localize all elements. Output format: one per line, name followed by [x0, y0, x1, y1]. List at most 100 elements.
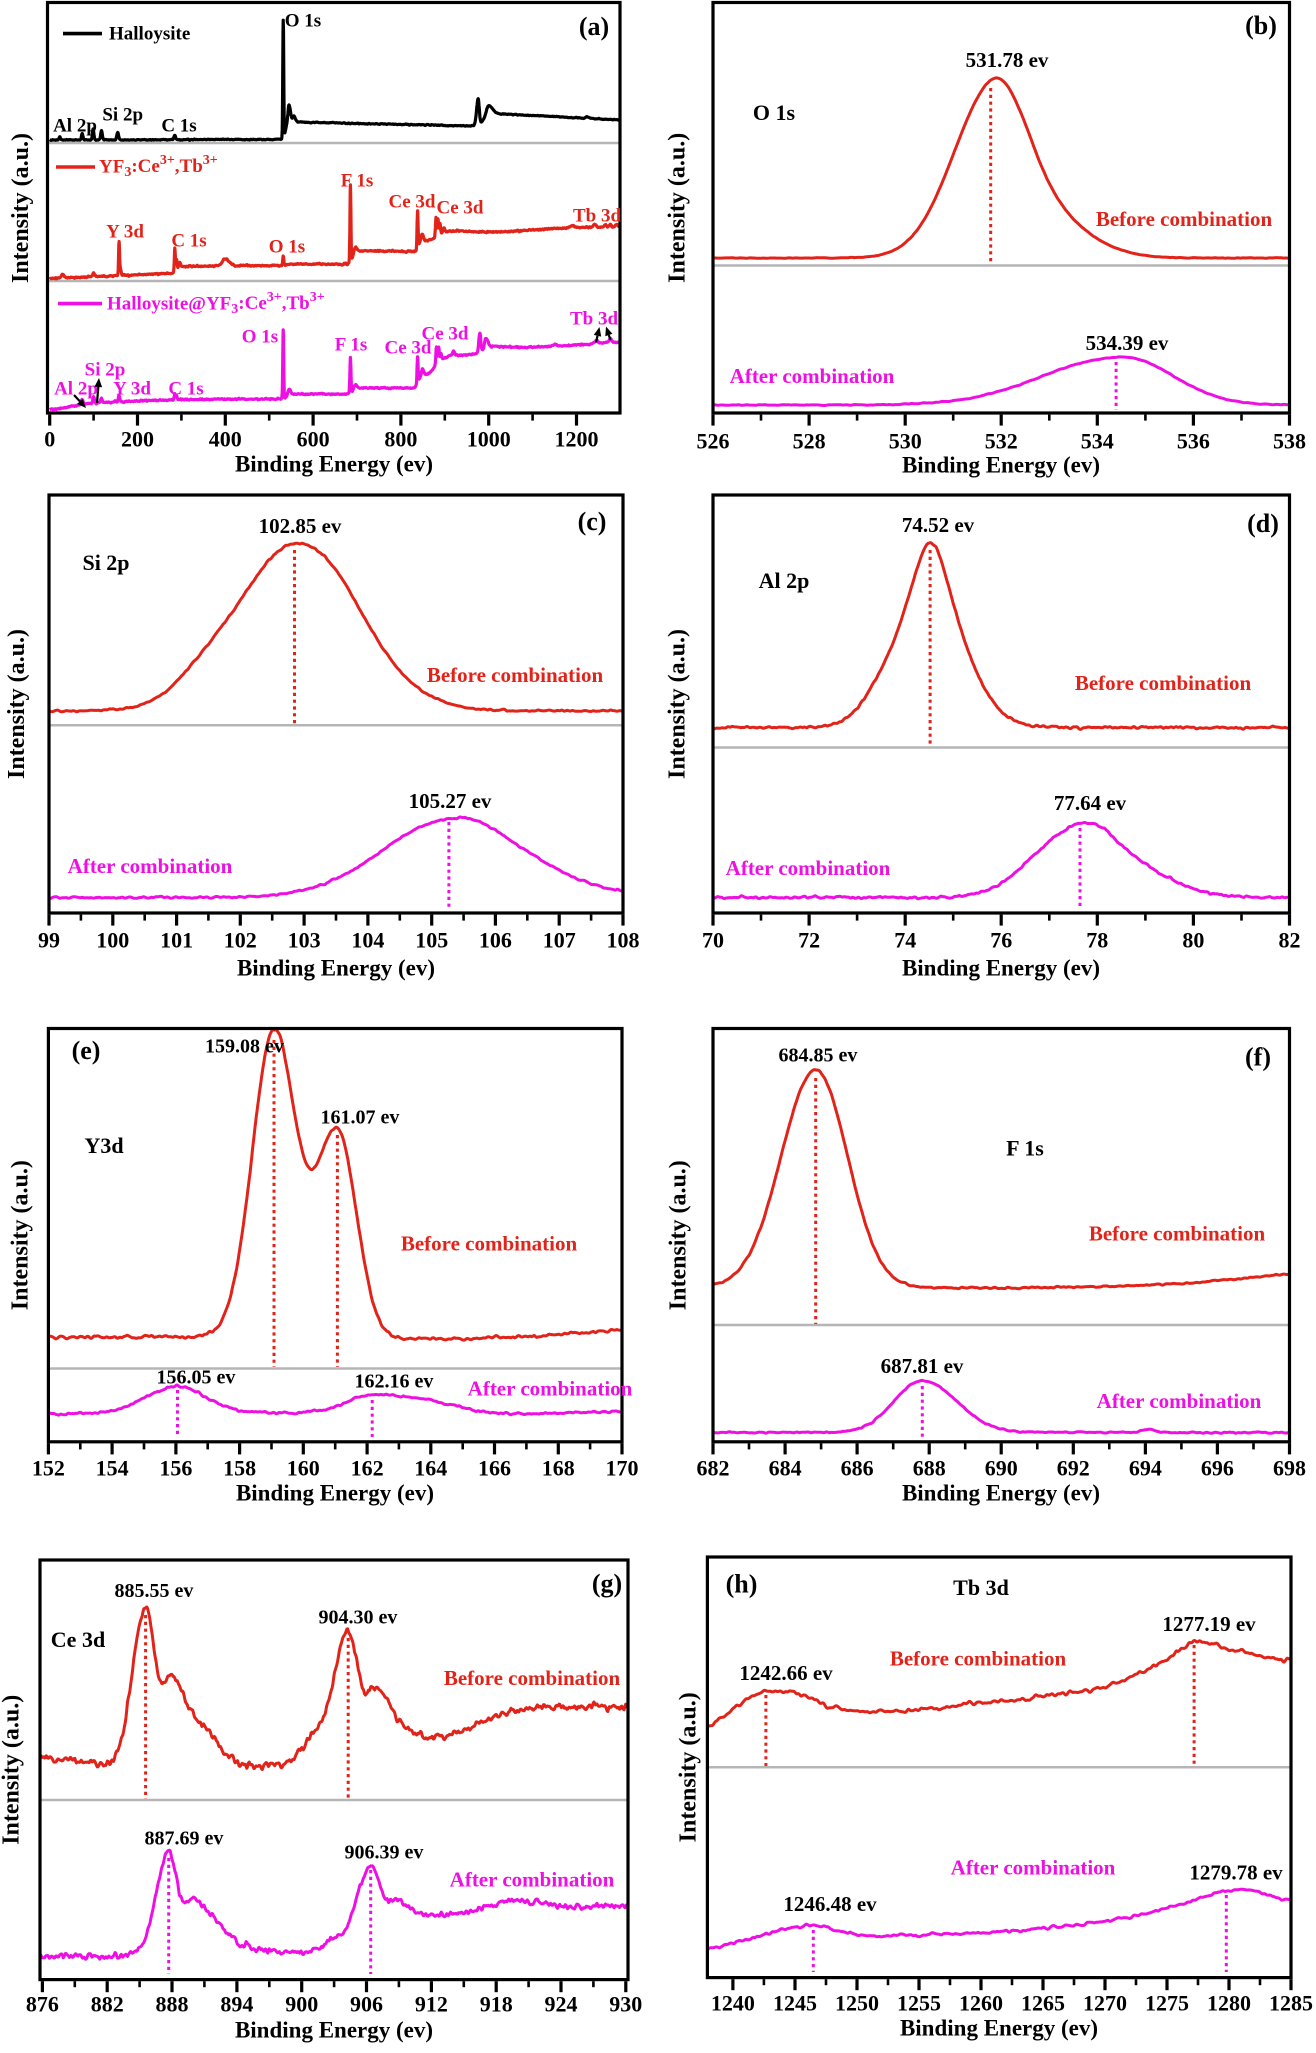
svg-text:Before combination: Before combination	[890, 1646, 1067, 1670]
svg-text:(f): (f)	[1245, 1042, 1271, 1071]
svg-text:894: 894	[220, 1992, 253, 2017]
svg-text:528: 528	[793, 429, 826, 454]
svg-text:Intensity (a.u.): Intensity (a.u.)	[676, 1692, 702, 1842]
svg-text:Before combination: Before combination	[1075, 671, 1252, 695]
svg-text:682: 682	[697, 1456, 730, 1481]
svg-text:882: 882	[91, 1992, 124, 2017]
svg-text:74: 74	[894, 928, 916, 953]
svg-text:162: 162	[351, 1456, 384, 1481]
svg-text:108: 108	[607, 928, 640, 953]
svg-text:158: 158	[223, 1456, 256, 1481]
svg-text:(h): (h)	[726, 1569, 758, 1598]
svg-text:106: 106	[479, 928, 512, 953]
svg-text:Binding Energy (ev): Binding Energy (ev)	[902, 955, 1100, 980]
svg-text:Before combination: Before combination	[401, 1231, 578, 1255]
svg-text:532: 532	[985, 429, 1018, 454]
svg-text:930: 930	[609, 1992, 642, 2017]
svg-text:Intensity (a.u.): Intensity (a.u.)	[665, 629, 691, 779]
svg-text:690: 690	[985, 1456, 1018, 1481]
svg-text:104: 104	[351, 928, 384, 953]
svg-text:1255: 1255	[897, 1991, 941, 2016]
svg-text:696: 696	[1201, 1456, 1234, 1481]
svg-text:Binding Energy (ev): Binding Energy (ev)	[236, 1480, 434, 1505]
svg-text:0: 0	[44, 427, 55, 452]
svg-text:After combination: After combination	[450, 1867, 615, 1891]
svg-text:1280: 1280	[1207, 1991, 1251, 2016]
svg-text:After combination: After combination	[726, 856, 891, 880]
svg-text:Intensity (a.u.): Intensity (a.u.)	[0, 1695, 25, 1845]
svg-text:526: 526	[697, 429, 730, 454]
svg-text:F 1s: F 1s	[335, 334, 368, 355]
svg-text:Y3d: Y3d	[84, 1133, 123, 1158]
svg-text:906: 906	[350, 1992, 383, 2017]
svg-text:101: 101	[160, 928, 193, 953]
svg-text:76: 76	[990, 928, 1012, 953]
svg-text:74.52 ev: 74.52 ev	[902, 513, 975, 537]
svg-text:534: 534	[1081, 429, 1114, 454]
svg-text:536: 536	[1177, 429, 1210, 454]
svg-text:1270: 1270	[1083, 1991, 1127, 2016]
svg-text:82: 82	[1279, 928, 1301, 953]
svg-text:1279.78 ev: 1279.78 ev	[1189, 1860, 1283, 1884]
svg-text:1275: 1275	[1145, 1991, 1189, 2016]
svg-text:Si 2p: Si 2p	[102, 104, 143, 125]
svg-text:Before combination: Before combination	[444, 1666, 621, 1690]
svg-text:After combination: After combination	[951, 1856, 1116, 1880]
svg-text:918: 918	[480, 1992, 513, 2017]
svg-text:Binding Energy (ev): Binding Energy (ev)	[235, 451, 433, 476]
svg-text:906.39 ev: 906.39 ev	[345, 1842, 424, 1864]
svg-text:(g): (g)	[592, 1569, 622, 1598]
svg-text:Intensity (a.u.): Intensity (a.u.)	[665, 133, 691, 283]
svg-text:Binding Energy (ev): Binding Energy (ev)	[902, 452, 1100, 477]
svg-text:Al 2p: Al 2p	[54, 378, 98, 399]
svg-text:684: 684	[769, 1456, 802, 1481]
svg-text:684.85 ev: 684.85 ev	[779, 1045, 858, 1067]
svg-text:1242.66 ev: 1242.66 ev	[739, 1661, 833, 1685]
svg-text:Binding Energy (ev): Binding Energy (ev)	[235, 2017, 433, 2042]
svg-text:Halloysite: Halloysite	[109, 23, 190, 44]
svg-text:100: 100	[96, 928, 129, 953]
svg-text:105.27 ev: 105.27 ev	[409, 789, 492, 813]
svg-text:400: 400	[209, 427, 242, 452]
svg-text:Before combination: Before combination	[1089, 1221, 1266, 1245]
svg-text:107: 107	[543, 928, 576, 953]
svg-text:70: 70	[702, 928, 724, 953]
svg-text:885.55 ev: 885.55 ev	[115, 1580, 194, 1602]
svg-text:154: 154	[96, 1456, 129, 1481]
svg-text:1277.19 ev: 1277.19 ev	[1162, 1612, 1256, 1636]
svg-text:876: 876	[26, 1992, 59, 2017]
svg-text:(a): (a)	[579, 12, 609, 41]
svg-text:Y 3d: Y 3d	[113, 378, 151, 399]
svg-text:102: 102	[224, 928, 257, 953]
svg-text:(e): (e)	[72, 1036, 101, 1065]
svg-text:Ce 3d: Ce 3d	[385, 337, 432, 358]
svg-text:168: 168	[542, 1456, 575, 1481]
svg-text:(c): (c)	[578, 507, 607, 536]
svg-text:530: 530	[889, 429, 922, 454]
svg-text:924: 924	[545, 1992, 578, 2017]
svg-text:Ce 3d: Ce 3d	[389, 191, 436, 212]
svg-text:F 1s: F 1s	[341, 170, 374, 191]
svg-text:After combination: After combination	[730, 364, 895, 388]
svg-text:Ce 3d: Ce 3d	[51, 1627, 105, 1652]
svg-text:156: 156	[159, 1456, 192, 1481]
svg-text:Ce 3d: Ce 3d	[422, 323, 469, 344]
svg-text:692: 692	[1057, 1456, 1090, 1481]
svg-text:888: 888	[156, 1992, 189, 2017]
svg-text:200: 200	[121, 427, 154, 452]
svg-text:Binding Energy (ev): Binding Energy (ev)	[900, 2015, 1098, 2040]
svg-text:105: 105	[415, 928, 448, 953]
svg-text:687.81 ev: 687.81 ev	[881, 1354, 964, 1378]
svg-text:1000: 1000	[467, 427, 511, 452]
svg-text:80: 80	[1182, 928, 1204, 953]
svg-text:After combination: After combination	[68, 854, 233, 878]
svg-text:102.85 ev: 102.85 ev	[259, 514, 342, 538]
svg-text:800: 800	[384, 427, 417, 452]
svg-text:900: 900	[285, 1992, 318, 2017]
svg-text:Halloysite@YF3:Ce3+,Tb3+: Halloysite@YF3:Ce3+,Tb3+	[107, 290, 325, 317]
svg-text:Intensity (a.u.): Intensity (a.u.)	[4, 629, 30, 779]
svg-text:99: 99	[38, 928, 60, 953]
svg-text:Intensity (a.u.): Intensity (a.u.)	[666, 1160, 692, 1310]
svg-text:Binding Energy (ev): Binding Energy (ev)	[237, 955, 435, 980]
svg-text:YF3:Ce3+,Tb3+: YF3:Ce3+,Tb3+	[99, 153, 218, 180]
